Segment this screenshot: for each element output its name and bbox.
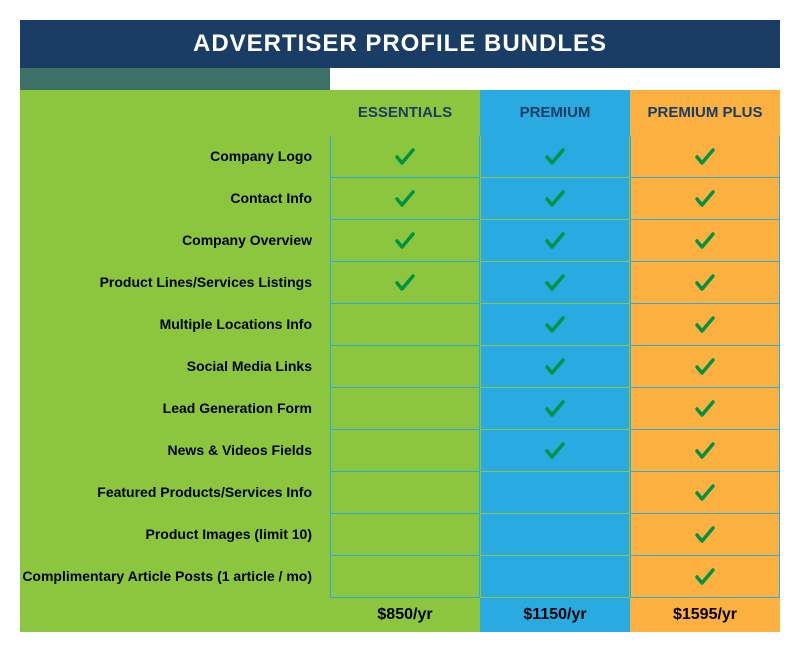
feature-cell-premium [480,262,630,304]
feature-cell-premium-plus [630,556,780,598]
check-icon [693,313,717,337]
feature-label: Featured Products/Services Info [20,472,330,514]
check-icon [393,229,417,253]
feature-cell-essentials [330,220,480,262]
check-icon [693,565,717,589]
check-icon [543,145,567,169]
feature-cell-premium-plus [630,346,780,388]
feature-label: Contact Info [20,178,330,220]
feature-label: News & Videos Fields [20,430,330,472]
feature-label: Company Logo [20,136,330,178]
feature-cell-premium [480,430,630,472]
check-icon [693,523,717,547]
check-icon [393,271,417,295]
check-icon [693,439,717,463]
column-header-premium: PREMIUM [480,90,630,136]
feature-cell-premium-plus [630,178,780,220]
feature-cell-essentials [330,136,480,178]
check-icon [693,355,717,379]
check-icon [693,187,717,211]
feature-cell-essentials [330,346,480,388]
check-icon [693,229,717,253]
price-premium-plus: $1595/yr [630,598,780,632]
price-premium: $1150/yr [480,598,630,632]
feature-cell-premium-plus [630,304,780,346]
check-icon [543,271,567,295]
check-icon [543,397,567,421]
check-icon [693,397,717,421]
feature-cell-essentials [330,430,480,472]
feature-label: Social Media Links [20,346,330,388]
feature-cell-essentials [330,388,480,430]
feature-cell-premium-plus [630,472,780,514]
feature-cell-premium [480,556,630,598]
feature-label: Company Overview [20,220,330,262]
accent-tab-left [20,68,175,90]
check-icon [543,355,567,379]
feature-cell-premium-plus [630,514,780,556]
bundle-table: ADVERTISER PROFILE BUNDLES Company LogoC… [20,20,780,632]
feature-cell-essentials [330,262,480,304]
check-icon [543,229,567,253]
check-icon [693,145,717,169]
column-header-essentials: ESSENTIALS [330,90,480,136]
accent-tab-right [175,68,330,90]
premium-column: PREMIUM $1150/yr [480,90,630,632]
feature-cell-premium [480,514,630,556]
feature-cell-premium [480,220,630,262]
feature-cell-premium [480,304,630,346]
feature-label: Multiple Locations Info [20,304,330,346]
check-icon [543,187,567,211]
feature-cell-essentials [330,514,480,556]
check-icon [693,481,717,505]
feature-cell-premium [480,136,630,178]
essentials-column: ESSENTIALS $850/yr [330,90,480,632]
check-icon [543,439,567,463]
feature-cell-premium [480,178,630,220]
feature-cell-essentials [330,556,480,598]
check-icon [693,271,717,295]
column-header-premium-plus: PREMIUM PLUS [630,90,780,136]
check-icon [393,187,417,211]
feature-cell-essentials [330,472,480,514]
feature-cell-premium [480,472,630,514]
check-icon [543,313,567,337]
page-title: ADVERTISER PROFILE BUNDLES [20,20,780,68]
feature-cell-premium-plus [630,388,780,430]
feature-cell-premium-plus [630,136,780,178]
feature-cell-essentials [330,178,480,220]
feature-label: Product Lines/Services Listings [20,262,330,304]
feature-label: Product Images (limit 10) [20,514,330,556]
feature-cell-premium-plus [630,220,780,262]
feature-cell-premium [480,346,630,388]
feature-label: Lead Generation Form [20,388,330,430]
feature-cell-premium-plus [630,262,780,304]
feature-cell-premium-plus [630,430,780,472]
check-icon [393,145,417,169]
feature-label: Complimentary Article Posts (1 article /… [20,556,330,598]
tab-accent-row [20,68,780,90]
feature-cell-essentials [330,304,480,346]
feature-cell-premium [480,388,630,430]
premium-plus-column: PREMIUM PLUS $1595/yr [630,90,780,632]
feature-labels-column: Company LogoContact InfoCompany Overview… [20,90,330,632]
price-essentials: $850/yr [330,598,480,632]
